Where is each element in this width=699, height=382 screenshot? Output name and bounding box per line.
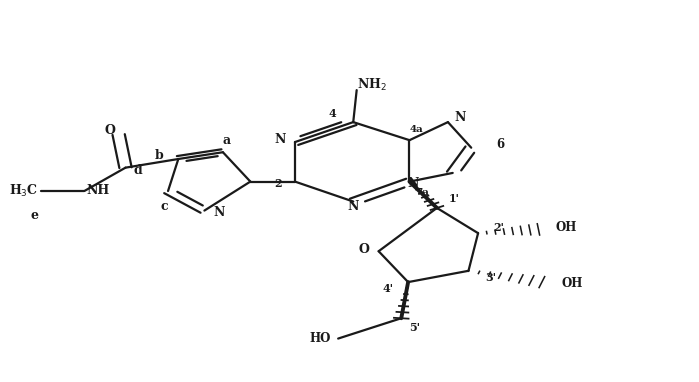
Text: N: N bbox=[454, 111, 466, 124]
Text: O: O bbox=[105, 123, 116, 136]
Text: NH$_2$: NH$_2$ bbox=[357, 77, 387, 93]
Text: N: N bbox=[347, 199, 359, 212]
Text: 2: 2 bbox=[274, 178, 282, 189]
Text: N: N bbox=[408, 177, 419, 190]
Text: 5': 5' bbox=[410, 322, 421, 333]
Text: NH: NH bbox=[87, 185, 110, 197]
Text: 7a: 7a bbox=[415, 188, 428, 197]
Text: a: a bbox=[222, 134, 231, 147]
Text: e: e bbox=[30, 209, 38, 222]
Text: 1': 1' bbox=[449, 193, 459, 204]
Text: HO: HO bbox=[310, 332, 331, 345]
Text: O: O bbox=[358, 243, 369, 256]
Text: 2': 2' bbox=[493, 222, 504, 233]
Text: b: b bbox=[154, 149, 164, 162]
Text: N: N bbox=[274, 133, 285, 146]
Text: c: c bbox=[161, 199, 168, 212]
Text: 4: 4 bbox=[329, 108, 336, 119]
Text: 4a: 4a bbox=[410, 125, 423, 134]
Text: OH: OH bbox=[556, 221, 577, 234]
Text: 3': 3' bbox=[485, 272, 496, 283]
Text: OH: OH bbox=[561, 277, 582, 290]
Text: 6: 6 bbox=[496, 138, 504, 151]
Text: H$_3$C: H$_3$C bbox=[8, 183, 38, 199]
Text: N: N bbox=[214, 206, 225, 219]
Text: 4': 4' bbox=[382, 283, 393, 295]
Text: d: d bbox=[134, 164, 142, 177]
